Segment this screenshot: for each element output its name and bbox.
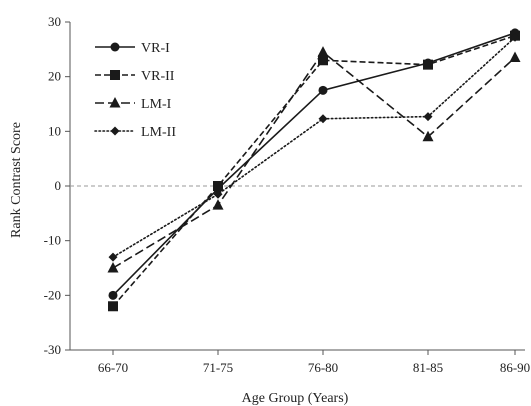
- legend-item-lm-i: LM-I: [95, 97, 172, 112]
- legend-item-vr-ii: VR-II: [95, 69, 175, 84]
- legend-label: VR-II: [141, 69, 175, 84]
- data-point-lm-ii: [108, 252, 118, 262]
- legend-item-vr-i: VR-I: [95, 41, 170, 56]
- data-point-vr-ii: [213, 181, 223, 191]
- data-point-lm-ii: [318, 114, 328, 124]
- legend-label: VR-I: [141, 41, 170, 56]
- axes-layer: -30 -20 -10 0 10 20 30 66-70 71-75 76-80 81-85 86-9…: [44, 14, 531, 375]
- x-axis-title: Age Group (Years): [242, 391, 349, 406]
- legend-label: LM-I: [141, 97, 172, 112]
- legend-marker: [110, 70, 120, 80]
- y-tick-label: -20: [44, 287, 61, 302]
- legend: VR-I VR-II LM-I LM-II: [94, 41, 176, 140]
- legend-marker: [109, 97, 121, 108]
- data-point-lm-i: [509, 51, 521, 63]
- legend-marker: [110, 126, 120, 136]
- legend-label: LM-II: [141, 125, 176, 140]
- x-tick-label: 86-90: [500, 360, 530, 375]
- y-tick-label: 30: [48, 14, 61, 29]
- y-axis-title: Rank Contrast Score: [9, 122, 24, 238]
- y-tick-label: -30: [44, 342, 61, 357]
- y-tick-label: 10: [48, 123, 61, 138]
- legend-item-lm-ii: LM-II: [94, 125, 176, 140]
- data-point-lm-i: [317, 46, 329, 57]
- y-tick-label: 0: [55, 178, 62, 193]
- data-point-vr-ii: [318, 55, 328, 66]
- x-tick-label: 81-85: [413, 360, 443, 375]
- data-point-lm-ii: [213, 189, 223, 199]
- data-point-lm-i: [107, 262, 119, 273]
- series-line-lm-i: [112, 50, 516, 269]
- data-point-lm-ii: [510, 32, 520, 42]
- x-tick-label: 76-80: [308, 360, 338, 375]
- y-tick-label: 20: [48, 69, 61, 84]
- y-tick-label: -10: [44, 233, 61, 248]
- data-point-vr-ii: [108, 301, 118, 312]
- legend-marker: [110, 42, 120, 52]
- data-point-vr-i: [318, 85, 328, 95]
- series-lm-ii: [108, 32, 520, 262]
- series-lm-i: [107, 46, 521, 273]
- data-point-lm-ii: [423, 112, 433, 122]
- x-tick-label: 66-70: [98, 360, 128, 375]
- data-point-vr-i: [108, 290, 118, 300]
- data-point-vr-ii: [423, 59, 433, 70]
- data-point-lm-i: [422, 130, 434, 142]
- x-tick-label: 71-75: [203, 360, 233, 375]
- series-line-vr-ii: [112, 34, 516, 307]
- data-point-lm-i: [212, 199, 224, 210]
- series-layer: [107, 28, 521, 312]
